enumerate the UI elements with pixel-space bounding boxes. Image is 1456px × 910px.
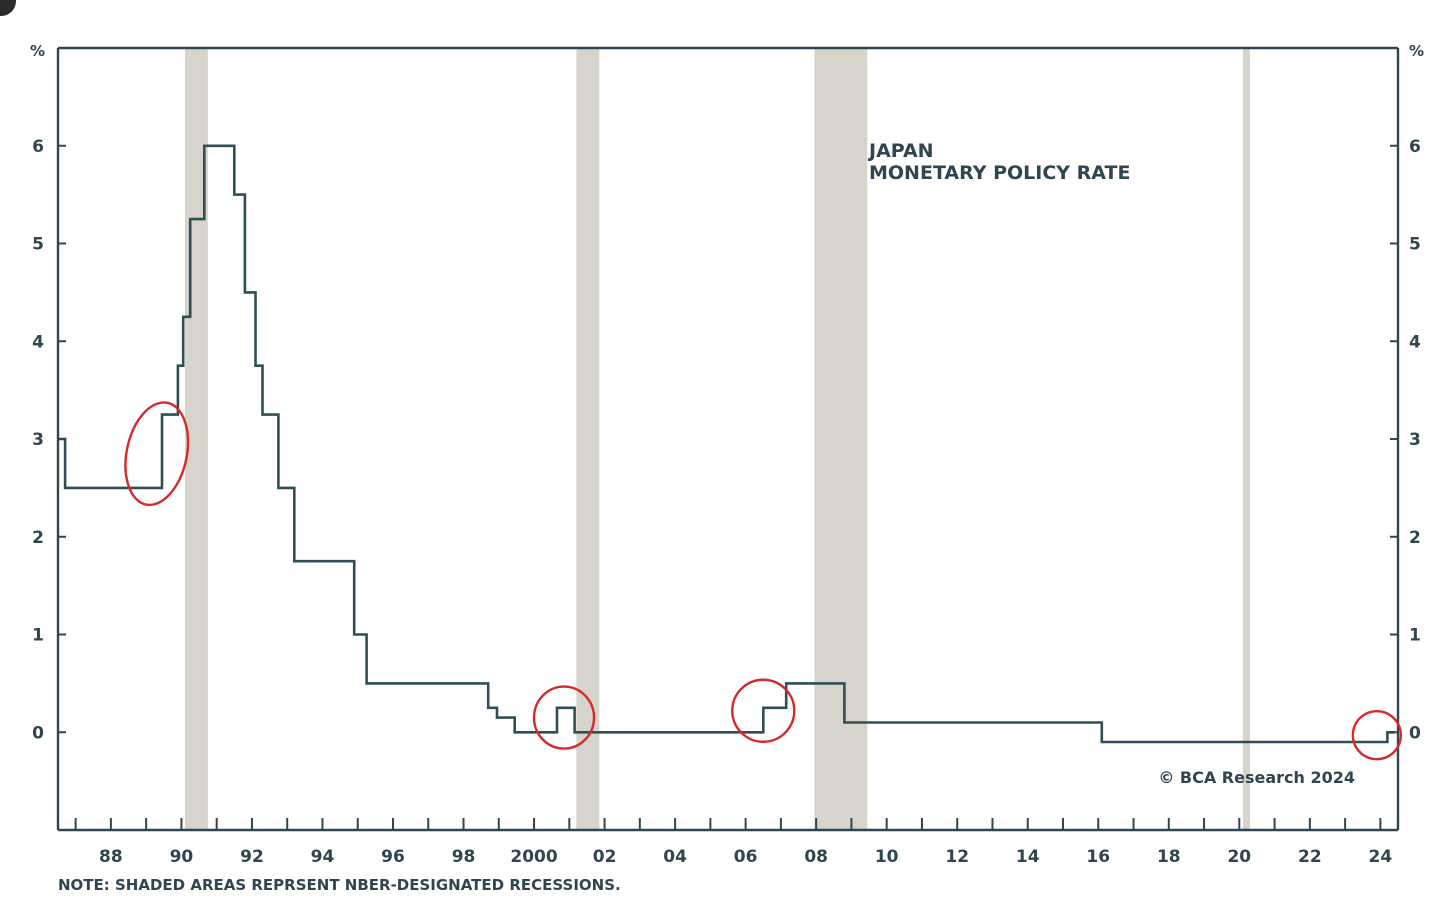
highlight-circle [532,685,596,750]
x-tick-label: 02 [593,847,617,867]
highlight-circle [1351,709,1403,761]
x-tick-label: 94 [311,847,335,867]
y-tick-label-left: 2 [32,528,44,548]
y-tick-label-right: 1 [1409,626,1421,646]
recession-band [814,48,868,830]
series-layer [58,144,1395,744]
x-tick-label: 22 [1298,847,1322,867]
axes: 0 01 12 23 34 45 56 688 90 92 94 96 98 2000 02 04 06 08 10… [32,46,1421,867]
y-tick-label-left: 3 [32,430,44,450]
x-tick-label: 04 [663,847,687,867]
x-tick-label: 96 [381,847,405,867]
highlight-circle [731,678,796,743]
highlight-circle [124,401,190,507]
highlight-circles [124,401,1403,761]
policy-rate-line [58,144,1395,744]
y-tick-label-right: 2 [1409,528,1421,548]
y-unit-left: % [30,42,45,60]
x-tick-label: 18 [1157,847,1181,867]
y-tick-label-right: 6 [1409,137,1421,157]
x-tick-label: 88 [99,847,123,867]
x-tick-label: 14 [1016,847,1040,867]
recession-note: NOTE: SHADED AREAS REPRSENT NBER-DESIGNA… [58,876,621,894]
x-tick-label: 2000 [510,847,557,867]
y-tick-label-right: 4 [1409,332,1421,352]
y-tick-label-left: 4 [32,332,44,352]
y-tick-label-right: 3 [1409,430,1421,450]
chart-title-line-1: JAPAN [867,140,934,162]
y-tick-label-left: 6 [32,137,44,157]
y-tick-label-right: 5 [1409,235,1421,255]
x-tick-label: 98 [452,847,476,867]
y-tick-label-left: 1 [32,626,44,646]
x-tick-label: 10 [875,847,899,867]
x-tick-label: 92 [240,847,264,867]
credit-text: © BCA Research 2024 [1158,768,1355,787]
recession-band [1242,48,1250,830]
y-tick-label-right: 0 [1409,723,1421,743]
x-tick-label: 16 [1086,847,1110,867]
recession-band [576,48,600,830]
y-unit-right: % [1409,42,1424,60]
y-tick-label-left: 5 [32,235,44,255]
y-tick-label-left: 0 [32,723,44,743]
x-tick-label: 06 [734,847,758,867]
x-tick-label: 90 [170,847,194,867]
x-tick-label: 08 [804,847,828,867]
x-tick-label: 24 [1369,847,1393,867]
chart-title-line-2: MONETARY POLICY RATE [869,162,1130,184]
x-tick-label: 12 [945,847,969,867]
x-tick-label: 20 [1227,847,1251,867]
